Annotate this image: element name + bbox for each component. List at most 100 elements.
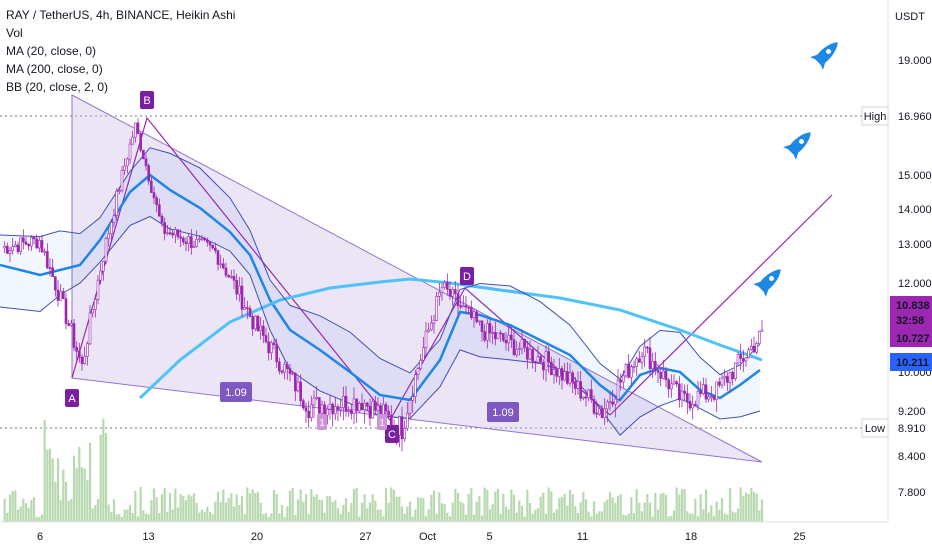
candle-body xyxy=(280,370,284,373)
y-tick-label: 8.400 xyxy=(898,451,926,463)
volume-bar xyxy=(315,494,318,522)
candle-body xyxy=(720,377,724,386)
candle-body xyxy=(254,315,257,330)
volume-bar xyxy=(528,503,532,522)
volume-bar xyxy=(475,501,478,522)
candle-body xyxy=(443,282,446,288)
candle-body xyxy=(371,401,374,419)
volume-bar xyxy=(379,509,382,522)
candle-body xyxy=(592,399,596,414)
candle-body xyxy=(43,251,46,253)
volume-bar xyxy=(424,516,428,522)
candle-body xyxy=(336,406,340,410)
time-axis[interactable]: 6 13 20 27 Oct 5 11 18 25 xyxy=(0,521,888,543)
candle-body xyxy=(251,316,254,330)
volume-bar xyxy=(286,506,289,522)
candle-body xyxy=(104,238,108,262)
candle-body xyxy=(576,381,580,389)
candle-body xyxy=(454,289,457,295)
volume-bar xyxy=(696,516,700,522)
candle-body xyxy=(243,307,246,310)
legend-bb[interactable]: BB (20, close, 2, 0) xyxy=(6,80,109,94)
candle-body xyxy=(214,247,217,251)
candle-body xyxy=(598,408,601,415)
candle-body xyxy=(651,361,654,370)
candle-body xyxy=(224,267,228,276)
candle-body xyxy=(14,244,17,247)
legend-ma20[interactable]: MA (20, close, 0) xyxy=(6,44,97,58)
volume-bar xyxy=(611,497,614,522)
volume-bars xyxy=(3,418,764,522)
candle-body xyxy=(232,276,236,281)
volume-bar xyxy=(198,512,201,522)
volume-bar xyxy=(200,509,204,522)
volume-bar xyxy=(587,511,590,522)
volume-bar xyxy=(158,513,161,522)
candle-body xyxy=(296,381,300,392)
volume-bar xyxy=(392,489,396,522)
candle-body xyxy=(560,368,564,381)
candle-body xyxy=(648,347,652,370)
legend-vol[interactable]: Vol xyxy=(6,26,23,40)
price-axis[interactable]: USDT 19.00015.00014.00013.00012.00010.00… xyxy=(861,0,932,522)
candle-body xyxy=(512,339,516,356)
candle-body xyxy=(203,237,206,241)
volume-bar xyxy=(368,502,372,522)
volume-bar xyxy=(499,513,502,522)
volume-bar xyxy=(411,516,414,522)
volume-bar xyxy=(502,493,505,522)
candle-body xyxy=(643,346,646,357)
volume-bar xyxy=(720,497,724,522)
candle-body xyxy=(411,396,414,401)
y-tick-label: 9.200 xyxy=(898,406,926,418)
legend-symbol[interactable]: RAY / TetherUS, 4h, BINANCE, Heikin Ashi xyxy=(6,8,236,22)
volume-bar xyxy=(728,487,732,522)
volume-bar xyxy=(371,493,374,522)
candle-body xyxy=(563,371,566,381)
candle-body xyxy=(8,250,12,254)
candle-body xyxy=(456,293,460,306)
candle-body xyxy=(176,229,180,238)
volume-bar xyxy=(651,516,654,522)
legend-ma200[interactable]: MA (200, close, 0) xyxy=(6,62,103,76)
candle-body xyxy=(486,323,489,341)
candle-body xyxy=(400,416,404,439)
candle-body xyxy=(35,238,38,249)
volume-bar xyxy=(6,512,9,522)
volume-bar xyxy=(8,494,12,522)
candle-body xyxy=(667,379,670,390)
volume-bar xyxy=(606,499,609,522)
volume-bar xyxy=(550,491,553,522)
volume-bar xyxy=(760,499,764,522)
candle-body xyxy=(702,384,705,394)
volume-bar xyxy=(339,514,342,522)
volume-bar xyxy=(64,481,68,522)
pattern-point-box xyxy=(65,389,79,407)
volume-bar xyxy=(192,493,196,522)
candle-body xyxy=(112,215,116,223)
volume-bar xyxy=(214,501,217,522)
marker-box xyxy=(317,414,327,430)
volume-bar xyxy=(526,489,529,522)
candle-body xyxy=(160,215,164,223)
volume-bar xyxy=(395,496,398,522)
volume-bar xyxy=(667,516,670,522)
candle-body xyxy=(22,237,25,243)
bb-lower xyxy=(0,215,761,436)
volume-bar xyxy=(174,488,177,522)
marker-label: 1 xyxy=(319,418,325,429)
volume-bar xyxy=(643,502,646,522)
candle-body xyxy=(62,291,65,300)
volume-bar xyxy=(123,509,126,522)
volume-bar xyxy=(83,468,86,522)
chart-legend: RAY / TetherUS, 4h, BINANCE, Heikin Ashi… xyxy=(6,6,235,96)
volume-bar xyxy=(614,502,617,522)
candle-body xyxy=(86,343,89,357)
candle-body xyxy=(328,403,332,410)
volume-bar xyxy=(555,509,558,522)
candle-body xyxy=(139,133,142,151)
candle-body xyxy=(96,279,100,300)
volume-bar xyxy=(384,488,388,522)
candle-body xyxy=(731,372,734,379)
